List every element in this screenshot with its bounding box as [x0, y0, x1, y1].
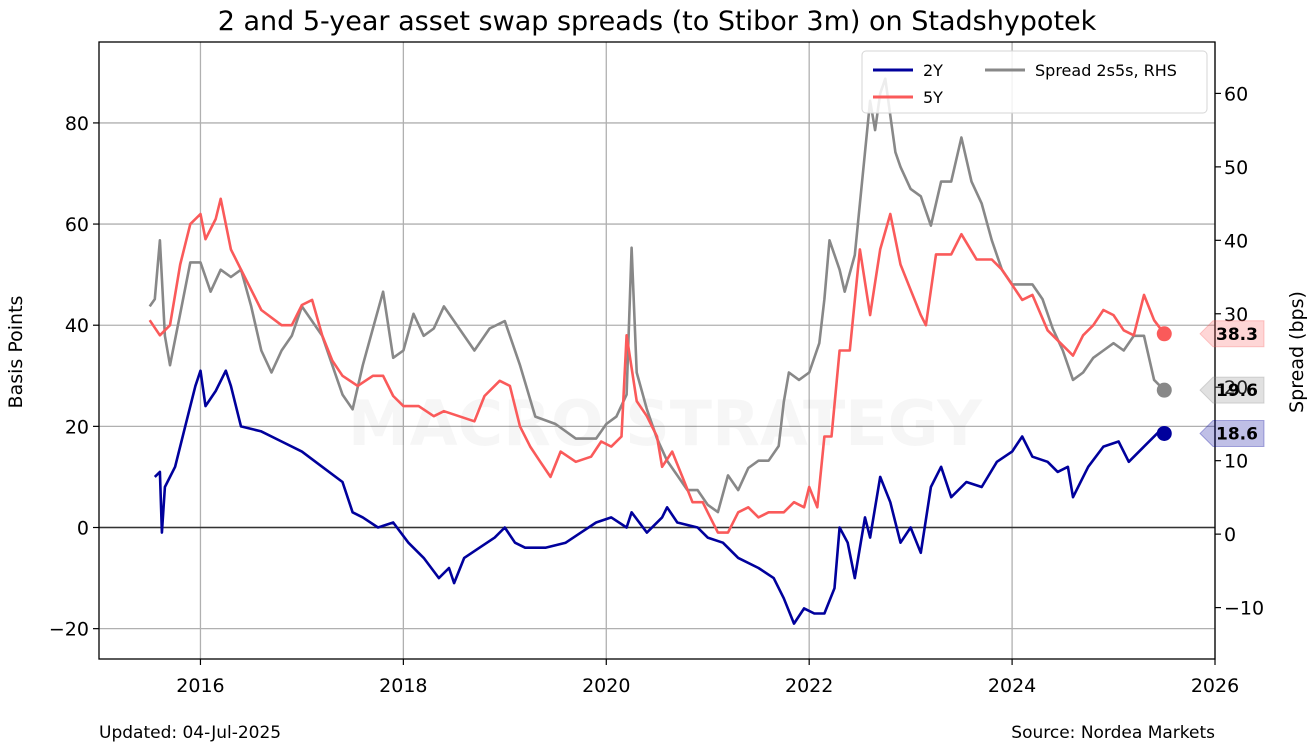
y-tick-label: 40 — [65, 315, 89, 337]
end-labels: 38.3 19.6 18.6 — [1199, 320, 1265, 447]
series-end-marker-0 — [1156, 425, 1172, 441]
y2-tick-label: 40 — [1224, 230, 1248, 252]
y2-tick-label: 10 — [1224, 451, 1248, 473]
series-end-marker-2 — [1156, 382, 1172, 398]
x-tick-label: 2024 — [988, 675, 1036, 697]
end-label-tag-0 — [1199, 419, 1265, 447]
x-tick-label: 2026 — [1191, 675, 1239, 697]
y-tick-label: 80 — [65, 113, 89, 135]
series-layer — [148, 77, 1172, 625]
updated-note: Updated: 04-Jul-2025 — [99, 723, 282, 743]
y2-tick-label: 30 — [1224, 304, 1248, 326]
y2-tick-label: 0 — [1224, 524, 1236, 546]
end-label-tag-1 — [1199, 320, 1265, 348]
legend-label-1: 5Y — [923, 88, 943, 107]
y-tick-label: −20 — [49, 619, 89, 641]
y2-tick-label: 50 — [1224, 157, 1248, 179]
y-tick-label: 60 — [65, 214, 89, 236]
y2-tick-label: −10 — [1224, 598, 1264, 620]
legend-label-0: 2Y — [923, 61, 943, 80]
series-line-0 — [153, 369, 1165, 625]
y2-tick-label: 20 — [1224, 377, 1248, 399]
end-label-tag-2 — [1199, 376, 1265, 404]
x-tick-label: 2016 — [176, 675, 224, 697]
ticks: 2016 2018 2020 2022 2024 2026 −20 0 20 40 60 80 −10 0… — [49, 83, 1264, 697]
legend-label-2: Spread 2s5s, RHS — [1035, 61, 1177, 80]
legend-box — [861, 50, 1208, 114]
x-tick-label: 2018 — [379, 675, 427, 697]
y-tick-label: 0 — [77, 518, 89, 540]
x-tick-label: 2022 — [785, 675, 833, 697]
end-label-text-1: 38.3 — [1216, 325, 1258, 345]
plot-frame — [98, 41, 1216, 660]
watermark: MACRO STRATEGY — [348, 387, 983, 460]
source-note: Source: Nordea Markets — [1011, 723, 1215, 743]
y2-tick-label: 60 — [1224, 83, 1248, 105]
y2-axis-label: Spread (bps) — [1286, 291, 1308, 413]
end-label-text-2: 19.6 — [1216, 381, 1258, 401]
series-line-1 — [148, 197, 1166, 534]
grid — [99, 42, 1216, 659]
end-label-text-0: 18.6 — [1216, 424, 1258, 444]
watermark-text: MACRO STRATEGY — [348, 387, 983, 460]
series-end-marker-1 — [1156, 326, 1172, 342]
y-axis-label: Basis Points — [5, 296, 27, 409]
legend: 2Y 5Y Spread 2s5s, RHS — [861, 50, 1208, 114]
y-tick-label: 20 — [65, 416, 89, 438]
chart-title: 2 and 5-year asset swap spreads (to Stib… — [218, 6, 1097, 37]
x-tick-label: 2020 — [582, 675, 630, 697]
